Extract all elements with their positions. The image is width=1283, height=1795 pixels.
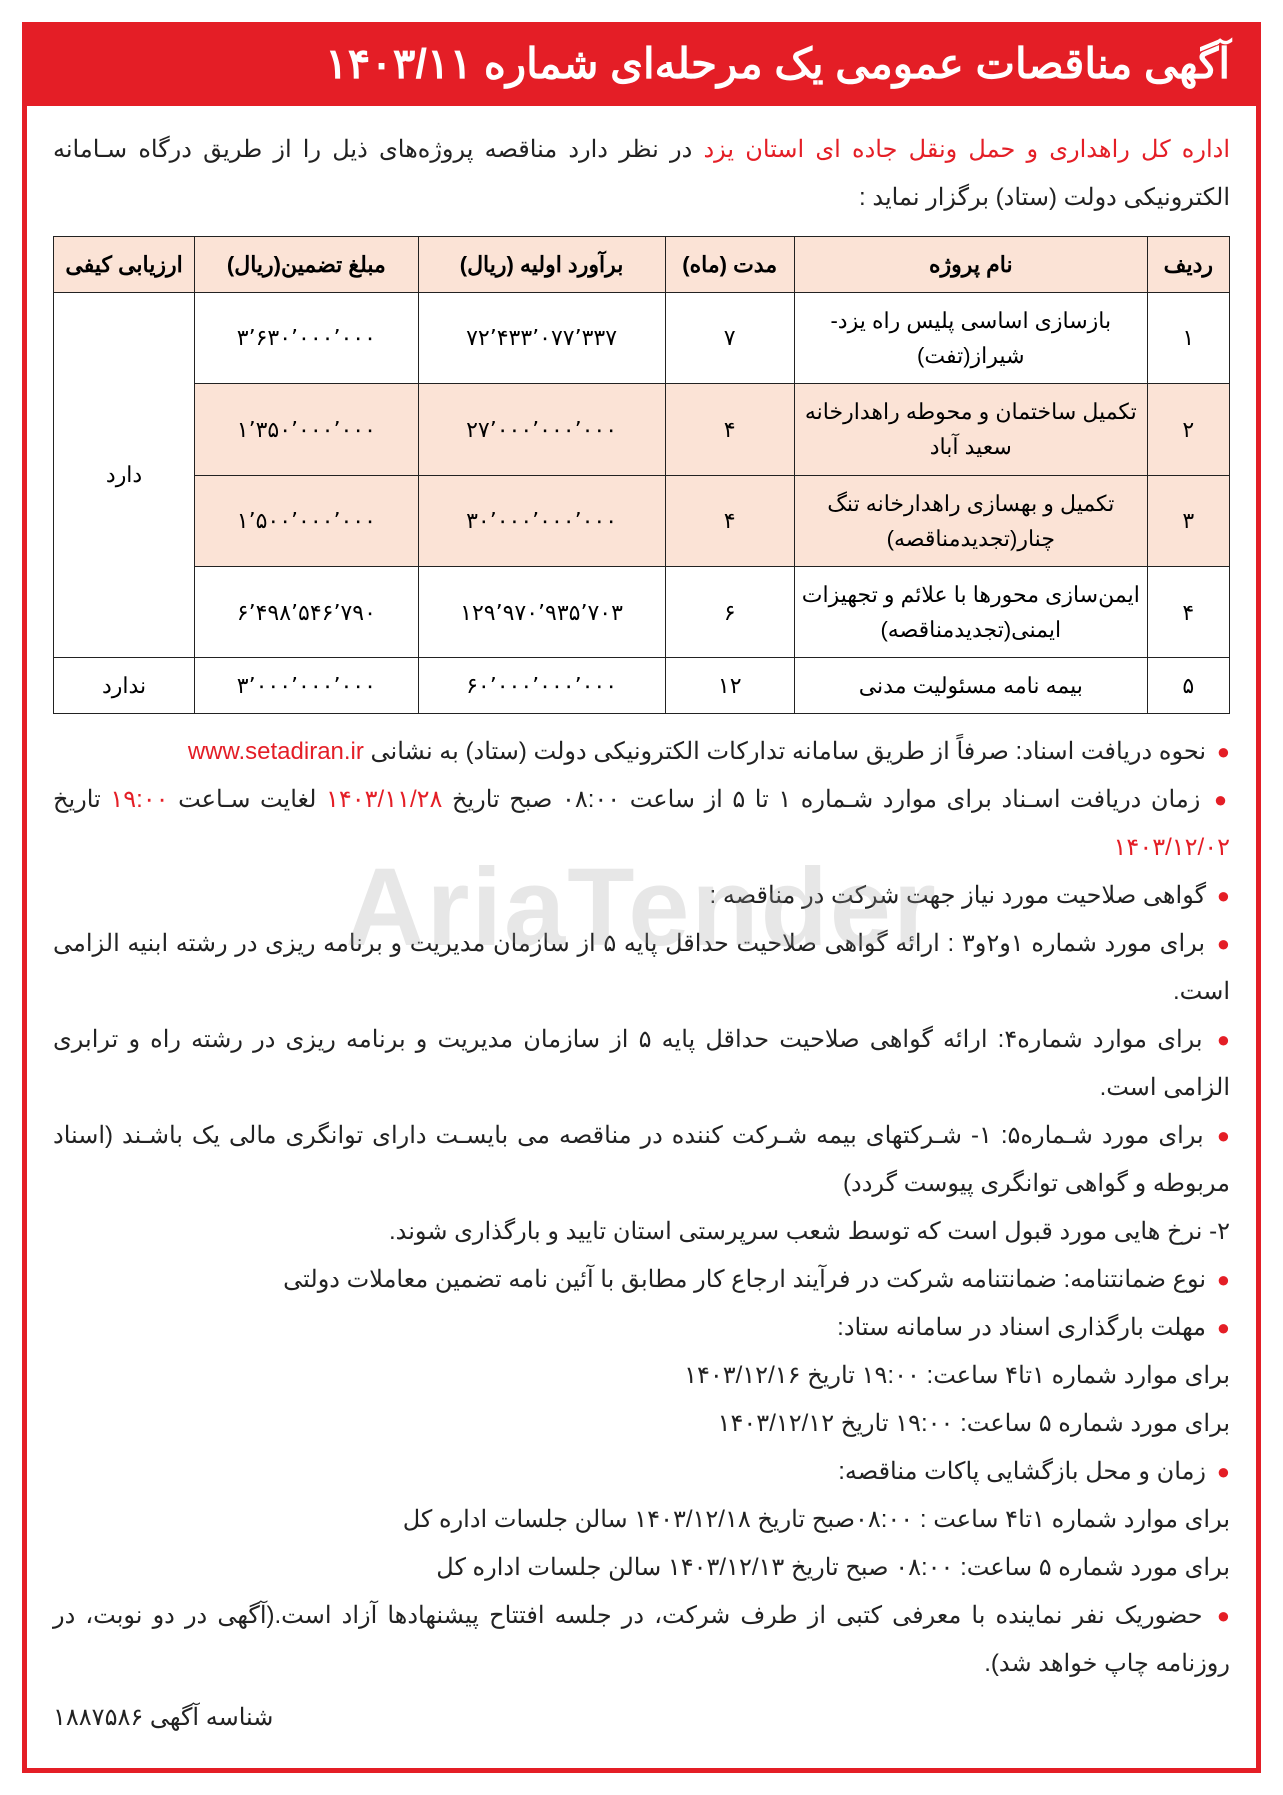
date-end: ۱۴۰۳/۱۲/۰۲: [1114, 834, 1230, 861]
note-line: ● زمان دریافت اسـناد برای موارد شـماره ۱…: [53, 776, 1230, 872]
note-2c: تاریخ: [53, 786, 101, 813]
note-5: برای موارد شماره۴: ارائه گواهی صلاحیت حد…: [53, 1026, 1230, 1101]
cell-est: ۷۲٬۴۳۳٬۰۷۷٬۳۳۷: [418, 292, 665, 383]
note-2b: لغایت سـاعت: [169, 786, 317, 813]
th-estimate: برآورد اولیه (ریال): [418, 236, 665, 292]
note-9a: برای موارد شماره ۱تا۴ ساعت : ۰۸:۰۰صبح تا…: [403, 1506, 1230, 1533]
note-line: برای مورد شماره ۵ ساعت: ۰۸:۰۰ صبح تاریخ …: [53, 1544, 1230, 1592]
cell-idx: ۱: [1147, 292, 1229, 383]
note-7: نوع ضمانتنامه: ضمانتنامه شرکت در فرآیند …: [283, 1266, 1206, 1293]
note-line: ● زمان و محل بازگشایی پاکات مناقصه:: [53, 1448, 1230, 1496]
bullet-icon: ●: [1217, 1018, 1230, 1062]
note-line: ● برای مورد شماره ۱و۲و۳ : ارائه گواهی صل…: [53, 920, 1230, 1016]
ad-id-value: ۱۸۸۷۵۸۶: [53, 1704, 143, 1731]
page-title: آگهی مناقصات عمومی یک مرحله‌ای شماره ۱۴۰…: [27, 27, 1256, 106]
note-8b: برای مورد شماره ۵ ساعت: ۱۹:۰۰ تاریخ ۱۴۰۳…: [718, 1410, 1230, 1437]
th-qualification: ارزیابی کیفی: [54, 236, 195, 292]
cell-est: ۳۰٬۰۰۰٬۰۰۰٬۰۰۰: [418, 475, 665, 566]
note-line: ● مهلت بارگذاری اسناد در سامانه ستاد:: [53, 1304, 1230, 1352]
intro-paragraph: اداره کل راهداری و حمل ونقل جاده ای استا…: [53, 126, 1230, 222]
table-row: ۱ بازسازی اساسی پلیس راه یزد-شیراز(تفت) …: [54, 292, 1230, 383]
cell-dur: ۱۲: [665, 658, 794, 714]
cell-name: تکمیل ساختمان و محوطه راهدارخانه سعید آب…: [794, 384, 1147, 475]
cell-gar: ۱٬۵۰۰٬۰۰۰٬۰۰۰: [195, 475, 418, 566]
cell-dur: ۷: [665, 292, 794, 383]
cell-idx: ۳: [1147, 475, 1229, 566]
bullet-icon: ●: [1217, 1450, 1230, 1494]
cell-dur: ۴: [665, 475, 794, 566]
bullet-icon: ●: [1217, 1306, 1230, 1350]
cell-gar: ۶٬۴۹۸٬۵۴۶٬۷۹۰: [195, 566, 418, 657]
bullet-icon: ●: [1217, 1114, 1230, 1158]
cell-gar: ۳٬۶۳۰٬۰۰۰٬۰۰۰: [195, 292, 418, 383]
notes-section: AriaTender ● نحوه دریافت اسناد: صرفاً از…: [53, 728, 1230, 1742]
note-6b: ۲- نرخ هایی مورد قبول است که توسط شعب سر…: [389, 1218, 1230, 1245]
bullet-icon: ●: [1217, 1594, 1230, 1638]
note-line: ● برای موارد شماره۴: ارائه گواهی صلاحیت …: [53, 1016, 1230, 1112]
cell-qual-has: دارد: [54, 292, 195, 658]
cell-name: بیمه نامه مسئولیت مدنی: [794, 658, 1147, 714]
ad-id-label: شناسه آگهی: [143, 1704, 273, 1731]
cell-gar: ۱٬۳۵۰٬۰۰۰٬۰۰۰: [195, 384, 418, 475]
cell-idx: ۴: [1147, 566, 1229, 657]
th-duration: مدت (ماه): [665, 236, 794, 292]
th-project-name: نام پروژه: [794, 236, 1147, 292]
note-10: حضوریک نفر نماینده با معرفی کتبی از طرف …: [53, 1602, 1230, 1677]
ad-id-line: شناسه آگهی ۱۸۸۷۵۸۶: [53, 1694, 1230, 1742]
bullet-icon: ●: [1214, 778, 1227, 822]
setad-url: www.setadiran.ir: [188, 738, 364, 765]
note-2a: زمان دریافت اسـناد برای موارد شـماره ۱ ت…: [442, 786, 1200, 813]
note-8: مهلت بارگذاری اسناد در سامانه ستاد:: [837, 1314, 1206, 1341]
cell-idx: ۵: [1147, 658, 1229, 714]
note-line: ۲- نرخ هایی مورد قبول است که توسط شعب سر…: [53, 1208, 1230, 1256]
note-6: برای مورد شـماره۵: ۱- شـرکتهای بیمه شـرک…: [53, 1122, 1230, 1197]
cell-idx: ۲: [1147, 384, 1229, 475]
bullet-icon: ●: [1217, 730, 1230, 774]
note-4: برای مورد شماره ۱و۲و۳ : ارائه گواهی صلاح…: [53, 930, 1230, 1005]
cell-est: ۶۰٬۰۰۰٬۰۰۰٬۰۰۰: [418, 658, 665, 714]
cell-est: ۱۲۹٬۹۷۰٬۹۳۵٬۷۰۳: [418, 566, 665, 657]
table-row: ۳ تکمیل و بهسازی راهدارخانه تنگ چنار(تجد…: [54, 475, 1230, 566]
cell-dur: ۶: [665, 566, 794, 657]
note-1: نحوه دریافت اسناد: صرفاً از طریق سامانه …: [364, 738, 1206, 765]
note-line: ● گواهی صلاحیت مورد نیاز جهت شرکت در منا…: [53, 872, 1230, 920]
note-line: برای موارد شماره ۱تا۴ ساعت : ۰۸:۰۰صبح تا…: [53, 1496, 1230, 1544]
cell-gar: ۳٬۰۰۰٬۰۰۰٬۰۰۰: [195, 658, 418, 714]
cell-qual-none: ندارد: [54, 658, 195, 714]
table-header-row: ردیف نام پروژه مدت (ماه) برآورد اولیه (ر…: [54, 236, 1230, 292]
cell-name: ایمن‌سازی محورها با علائم و تجهیزات ایمن…: [794, 566, 1147, 657]
note-line: ● برای مورد شـماره۵: ۱- شـرکتهای بیمه شـ…: [53, 1112, 1230, 1208]
organization-name: اداره کل راهداری و حمل ونقل جاده ای استا…: [703, 136, 1230, 163]
note-9: زمان و محل بازگشایی پاکات مناقصه:: [838, 1458, 1206, 1485]
note-line: ● نحوه دریافت اسناد: صرفاً از طریق سامان…: [53, 728, 1230, 776]
note-8a: برای موارد شماره ۱تا۴ ساعت: ۱۹:۰۰ تاریخ …: [684, 1362, 1230, 1389]
bullet-icon: ●: [1217, 874, 1230, 918]
note-line: برای موارد شماره ۱تا۴ ساعت: ۱۹:۰۰ تاریخ …: [53, 1352, 1230, 1400]
note-line: ● حضوریک نفر نماینده با معرفی کتبی از طر…: [53, 1592, 1230, 1688]
time-end: ۱۹:۰۰: [110, 786, 168, 813]
cell-name: تکمیل و بهسازی راهدارخانه تنگ چنار(تجدید…: [794, 475, 1147, 566]
cell-dur: ۴: [665, 384, 794, 475]
note-9b: برای مورد شماره ۵ ساعت: ۰۸:۰۰ صبح تاریخ …: [436, 1554, 1230, 1581]
date-start: ۱۴۰۳/۱۱/۲۸: [326, 786, 442, 813]
table-row: ۵ بیمه نامه مسئولیت مدنی ۱۲ ۶۰٬۰۰۰٬۰۰۰٬۰…: [54, 658, 1230, 714]
bullet-icon: ●: [1217, 922, 1230, 966]
tender-table: ردیف نام پروژه مدت (ماه) برآورد اولیه (ر…: [53, 236, 1230, 715]
note-3: گواهی صلاحیت مورد نیاز جهت شرکت در مناقص…: [710, 882, 1207, 909]
bullet-icon: ●: [1217, 1258, 1230, 1302]
th-guarantee: مبلغ تضمین(ریال): [195, 236, 418, 292]
cell-name: بازسازی اساسی پلیس راه یزد-شیراز(تفت): [794, 292, 1147, 383]
table-row: ۴ ایمن‌سازی محورها با علائم و تجهیزات ای…: [54, 566, 1230, 657]
cell-est: ۲۷٬۰۰۰٬۰۰۰٬۰۰۰: [418, 384, 665, 475]
table-row: ۲ تکمیل ساختمان و محوطه راهدارخانه سعید …: [54, 384, 1230, 475]
note-line: ● نوع ضمانتنامه: ضمانتنامه شرکت در فرآین…: [53, 1256, 1230, 1304]
tender-frame: آگهی مناقصات عمومی یک مرحله‌ای شماره ۱۴۰…: [22, 22, 1261, 1773]
note-line: برای مورد شماره ۵ ساعت: ۱۹:۰۰ تاریخ ۱۴۰۳…: [53, 1400, 1230, 1448]
th-index: ردیف: [1147, 236, 1229, 292]
